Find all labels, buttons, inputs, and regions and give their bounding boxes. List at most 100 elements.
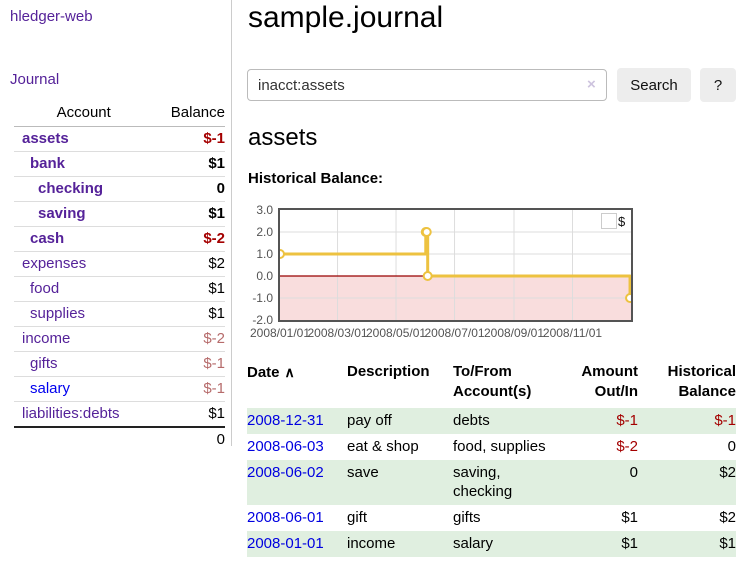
transaction-accounts: debts bbox=[453, 412, 490, 429]
search-button[interactable]: Search bbox=[617, 68, 691, 102]
account-balance: $-1 bbox=[153, 351, 225, 377]
account-total-row: 0 bbox=[14, 426, 225, 452]
account-link-checking[interactable]: checking bbox=[38, 180, 104, 197]
account-link-assets[interactable]: assets bbox=[22, 130, 69, 147]
account-row-saving: saving $1 bbox=[14, 201, 225, 227]
account-row-bank: bank $1 bbox=[14, 151, 225, 177]
transaction-accounts: salary bbox=[453, 535, 494, 552]
account-column-header: Account bbox=[14, 100, 154, 127]
transaction-description: pay off bbox=[347, 412, 392, 429]
description-column-header: Description bbox=[347, 363, 430, 380]
account-link-cash[interactable]: cash bbox=[30, 230, 65, 247]
account-link-food[interactable]: food bbox=[30, 280, 60, 297]
transaction-description: save bbox=[347, 464, 379, 481]
account-heading: assets bbox=[248, 124, 318, 151]
transaction-balance: $-1 bbox=[714, 412, 736, 429]
register-table: Date ∧ Description To/From Account(s) Amo… bbox=[247, 360, 736, 557]
legend-label: $ bbox=[618, 213, 626, 229]
chart-x-tick-label: 2008/01/01 bbox=[249, 326, 311, 340]
account-link-bank[interactable]: bank bbox=[30, 155, 66, 172]
transaction-balance: 0 bbox=[727, 438, 736, 455]
account-link-expenses[interactable]: expenses bbox=[22, 255, 87, 272]
account-balance: $1 bbox=[153, 276, 225, 302]
account-link-supplies[interactable]: supplies bbox=[30, 305, 86, 322]
account-row-checking: checking 0 bbox=[14, 176, 225, 202]
clear-search-icon[interactable]: × bbox=[587, 76, 596, 93]
account-balance: $-2 bbox=[153, 326, 225, 352]
sidebar: hledger-web Journal Account Balance asse… bbox=[0, 0, 232, 452]
date-column-header[interactable]: Date ∧ bbox=[247, 364, 295, 381]
chart-x-tick-label: 2008/03/01 bbox=[307, 326, 368, 340]
app-brand-link[interactable]: hledger-web bbox=[10, 8, 93, 25]
balance-column-header: Historical Balance bbox=[667, 363, 736, 400]
transaction-row: 2008-06-02 save saving, checking 0 $2 bbox=[247, 460, 736, 505]
transaction-date-link[interactable]: 2008-01-01 bbox=[247, 535, 324, 552]
account-row-income: income $-2 bbox=[14, 326, 225, 352]
chart-x-tick-label: 2008/05/01 bbox=[366, 326, 427, 340]
account-balance: $-1 bbox=[153, 376, 225, 402]
sort-asc-icon: ∧ bbox=[284, 364, 295, 380]
transaction-amount: $1 bbox=[621, 535, 638, 552]
main-content: sample.journal × Search ? assets Histori… bbox=[247, 0, 742, 582]
historical-balance-chart: $ 3.0 2.0 1.0 0.0 -1.0 -2.0 2008/01/01 2008/03/… bbox=[247, 203, 742, 348]
search-input[interactable] bbox=[247, 69, 607, 101]
transaction-row: 2008-06-01 gift gifts $1 $2 bbox=[247, 505, 736, 531]
transaction-row: 2008-12-31 pay off debts $-1 $-1 bbox=[247, 408, 736, 434]
account-row-salary: salary $-1 bbox=[14, 376, 225, 402]
transaction-date-link[interactable]: 2008-12-31 bbox=[247, 412, 324, 429]
transaction-amount: $1 bbox=[621, 509, 638, 526]
account-link-gifts[interactable]: gifts bbox=[30, 355, 58, 372]
chart-legend: $ bbox=[601, 213, 625, 229]
chart-y-tick-label: 3.0 bbox=[256, 203, 273, 217]
account-balance: $1 bbox=[153, 201, 225, 227]
account-row-liabilities-debts: liabilities:debts $1 bbox=[14, 401, 225, 428]
account-link-liabilities-debts[interactable]: liabilities:debts bbox=[22, 405, 120, 422]
page-title: sample.journal bbox=[248, 1, 444, 34]
transaction-accounts: gifts bbox=[453, 509, 481, 526]
account-balance: $1 bbox=[153, 151, 225, 177]
register-header-row: Date ∧ Description To/From Account(s) Amo… bbox=[247, 360, 736, 408]
account-row-gifts: gifts $-1 bbox=[14, 351, 225, 377]
transaction-balance: $1 bbox=[719, 535, 736, 552]
sidebar-item-journal[interactable]: Journal bbox=[10, 71, 60, 88]
transaction-date-link[interactable]: 2008-06-03 bbox=[247, 438, 324, 455]
transaction-description: income bbox=[347, 535, 396, 552]
account-balance: 0 bbox=[153, 176, 225, 202]
search-bar: × Search ? bbox=[247, 68, 742, 102]
transaction-accounts: food, supplies bbox=[453, 438, 546, 455]
chart-x-tick-label: 2008/11/01 bbox=[542, 326, 603, 340]
chart-x-tick-label: 2008/09/01 bbox=[483, 326, 545, 340]
chart-title: Historical Balance: bbox=[248, 170, 384, 187]
accounts-column-header: To/From Account(s) bbox=[453, 363, 532, 400]
account-total-balance: 0 bbox=[153, 426, 225, 452]
transaction-description: eat & shop bbox=[347, 438, 419, 455]
transaction-accounts: saving, checking bbox=[453, 464, 513, 500]
account-link-salary[interactable]: salary bbox=[30, 380, 71, 397]
transaction-amount: 0 bbox=[629, 464, 638, 481]
account-balance: $2 bbox=[153, 251, 225, 277]
account-balance: $-2 bbox=[153, 226, 225, 252]
transaction-date-link[interactable]: 2008-06-02 bbox=[247, 464, 324, 481]
balance-line-chart bbox=[275, 210, 636, 320]
account-table-header: Account Balance bbox=[14, 100, 225, 127]
transaction-amount: $-2 bbox=[616, 438, 638, 455]
transaction-row: 2008-06-03 eat & shop food, supplies $-2… bbox=[247, 434, 736, 460]
transaction-balance: $2 bbox=[719, 464, 736, 481]
chart-x-tick-label: 2008/07/01 bbox=[424, 326, 485, 340]
help-button[interactable]: ? bbox=[700, 68, 736, 102]
account-link-saving[interactable]: saving bbox=[38, 205, 86, 222]
chart-y-tick-label: 2.0 bbox=[256, 225, 273, 239]
transaction-date-link[interactable]: 2008-06-01 bbox=[247, 509, 324, 526]
amount-column-header: Amount Out/In bbox=[581, 363, 638, 400]
account-balance-table: Account Balance assets $-1 bank $1 check… bbox=[14, 100, 225, 452]
chart-y-tick-label: -2.0 bbox=[252, 313, 273, 327]
transaction-row: 2008-01-01 income salary $1 $1 bbox=[247, 531, 736, 557]
chart-y-tick-label: 1.0 bbox=[256, 247, 273, 261]
account-row-food: food $1 bbox=[14, 276, 225, 302]
transaction-amount: $-1 bbox=[616, 412, 638, 429]
account-link-income[interactable]: income bbox=[22, 330, 71, 347]
transaction-description: gift bbox=[347, 509, 368, 526]
balance-column-header: Balance bbox=[153, 100, 225, 127]
chart-plot-area bbox=[275, 208, 636, 322]
transaction-balance: $2 bbox=[719, 509, 736, 526]
